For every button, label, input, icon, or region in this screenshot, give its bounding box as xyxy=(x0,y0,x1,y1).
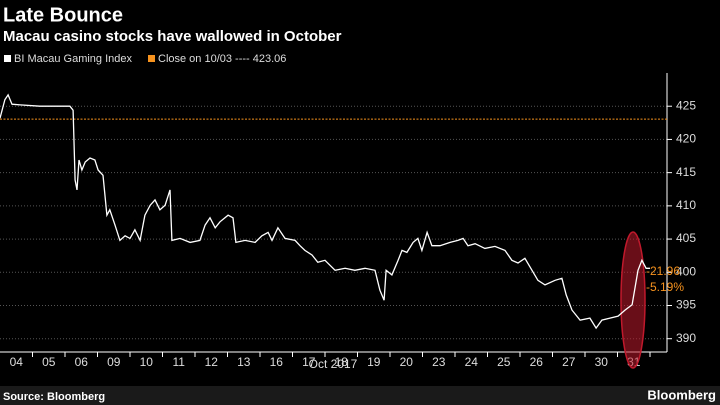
x-tick-label: 23 xyxy=(432,355,446,369)
x-tick-label: 04 xyxy=(10,355,24,369)
x-tick-label: 18 xyxy=(335,355,349,369)
legend-swatch xyxy=(148,55,155,62)
x-tick-label: 16 xyxy=(270,355,284,369)
x-tick-label: 24 xyxy=(465,355,479,369)
x-axis-label: Oct 2017 xyxy=(309,357,358,371)
legend-label: Close on 10/03 ---- 423.06 xyxy=(158,53,286,65)
x-tick-label: 13 xyxy=(237,355,251,369)
brand: Bloomberg xyxy=(647,387,716,402)
y-tick-label: 415 xyxy=(676,165,696,179)
x-tick-label: 25 xyxy=(497,355,511,369)
x-tick-label: 19 xyxy=(367,355,381,369)
x-tick-label: 09 xyxy=(107,355,121,369)
x-tick-label: 11 xyxy=(173,355,186,369)
y-tick-label: 390 xyxy=(676,331,696,345)
annotation: -21.96 xyxy=(646,264,680,278)
chart-title: Late Bounce xyxy=(3,4,123,26)
source: Source: Bloomberg xyxy=(3,391,105,403)
legend-swatch xyxy=(4,55,11,62)
x-tick-label: 26 xyxy=(530,355,544,369)
x-tick-label: 12 xyxy=(205,355,219,369)
x-tick-label: 20 xyxy=(400,355,414,369)
chart-subtitle: Macau casino stocks have wallowed in Oct… xyxy=(3,28,342,45)
annotation: -5.19% xyxy=(646,280,684,294)
y-tick-label: 420 xyxy=(676,132,696,146)
x-tick-label: 06 xyxy=(75,355,89,369)
x-tick-label: 05 xyxy=(42,355,56,369)
footer-bar xyxy=(0,386,720,405)
x-tick-label: 27 xyxy=(562,355,576,369)
y-tick-label: 425 xyxy=(676,98,696,112)
x-tick-label: 10 xyxy=(140,355,154,369)
y-tick-label: 405 xyxy=(676,231,696,245)
y-tick-label: 400 xyxy=(676,264,696,278)
x-tick-label: 30 xyxy=(595,355,609,369)
series-line xyxy=(0,93,650,330)
y-tick-label: 395 xyxy=(676,298,696,312)
legend-label: BI Macau Gaming Index xyxy=(14,53,133,65)
y-tick-label: 410 xyxy=(676,198,696,212)
x-tick-label: 17 xyxy=(302,355,316,369)
